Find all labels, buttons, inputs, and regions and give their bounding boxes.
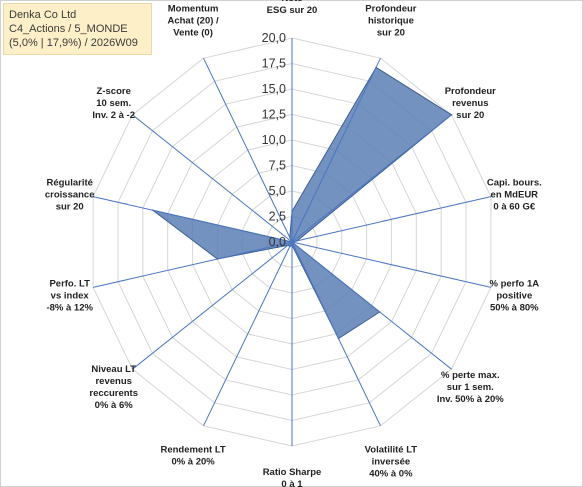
axis-spoke: [92, 241, 293, 288]
axis-spoke: [291, 114, 452, 243]
axis-label: Ratio Sharpe 0 à 1: [263, 467, 322, 487]
axis-label-line: Profondeur: [445, 86, 496, 97]
axis-label-line: 0 à 60 G€: [493, 201, 535, 212]
axis-label-line: 40% à 0%: [369, 468, 413, 479]
axis-label-line: Volatilité LT: [365, 444, 418, 455]
axis-label: Niveau LT revenus reccurents 0% à 6%: [89, 364, 138, 411]
axis-label-line: Perfo. LT: [49, 279, 90, 290]
axis-label: Rendement LT 0% à 20%: [160, 444, 225, 467]
axis-spoke: [291, 57, 381, 243]
tick-label: 12,5: [262, 108, 286, 122]
axis-label-line: historique: [368, 16, 414, 27]
tick-label: 2,5: [269, 210, 286, 224]
axis-spoke: [132, 114, 293, 243]
axis-label: NoteESG sur 20: [267, 0, 318, 16]
axis-label: Volatilité LT inversée 40% à 0%: [365, 444, 418, 479]
company-name: Denka Co Ltd: [9, 9, 77, 21]
axis-spoke: [132, 241, 293, 370]
axis-label-line: Rendement LT: [160, 444, 225, 455]
axis-label-line: Profondeur: [365, 4, 416, 15]
axis-label: % perfo 1A positive 50% à 80%: [489, 279, 539, 314]
axis-label-line: Inv. 50% à 20%: [437, 394, 504, 405]
axis-label-line: % perte max.: [441, 370, 500, 381]
tick-label: 7,5: [269, 159, 286, 173]
axis-spoke: [92, 196, 293, 243]
axis-label-line: 10 sem.: [96, 98, 131, 109]
axis-label-line: sur 20: [56, 201, 84, 212]
axis-label-line: sur 20: [377, 28, 405, 39]
axis-spoke: [291, 241, 381, 427]
axis-label-line: 50% à 80%: [490, 303, 539, 314]
axis-label-line: inversée: [372, 456, 411, 467]
axis-label-line: sur 20: [456, 110, 484, 121]
axis-label-line: Ratio Sharpe: [263, 467, 322, 478]
axis-label-line: 0% à 20%: [171, 456, 215, 467]
axis-spoke: [203, 57, 293, 243]
period-label: (5,0% | 17,9%) / 2026W09: [9, 37, 138, 49]
axis-label-line: sur 1 sem.: [447, 382, 494, 393]
info-box: Denka Co Ltd C4_Actions / 5_MONDE (5,0% …: [3, 3, 152, 55]
axis-label-line: 0% à 6%: [95, 400, 134, 411]
axis-label-line: Régularité: [46, 177, 92, 188]
axis-label-line: Achat (20) /: [167, 16, 219, 27]
tick-label: 0,0: [269, 235, 286, 249]
data-series-area: [152, 66, 453, 340]
axis-label-line: revenus: [452, 98, 488, 109]
axis-label-line: revenus: [95, 376, 131, 387]
axis-label-line: Niveau LT: [91, 364, 136, 375]
axis-label-line: Inv. 2 à -2: [92, 110, 135, 121]
axis-label: Perfo. LT vs index -8% à 12%: [46, 279, 93, 314]
axis-spoke: [291, 241, 492, 288]
tick-label: 10,0: [262, 133, 286, 147]
axis-spoke: [291, 196, 492, 243]
axis-label-line: vs index: [51, 291, 90, 302]
axis-label-line: -8% à 12%: [46, 303, 93, 314]
axis-spoke: [203, 241, 293, 427]
axis-label: Capi. bours. en MdEUR 0 à 60 G€: [487, 177, 542, 212]
axis-label: Profondeur revenus sur 20: [445, 86, 496, 121]
axis-label-line: croissance: [45, 189, 95, 200]
axis-label-line: reccurents: [89, 388, 138, 399]
axis-label: % perte max. sur 1 sem. Inv. 50% à 20%: [437, 370, 504, 405]
axis-label-line: Z-score: [97, 86, 131, 97]
axis-label-line: Capi. bours.: [487, 177, 542, 188]
axis-spoke: [291, 241, 452, 370]
axis-label-line: Vente (0): [173, 28, 213, 39]
axis-label-line: ESG sur 20: [267, 5, 318, 16]
axis-label-line: 0 à 1: [281, 479, 303, 487]
tick-label: 5,0: [269, 184, 286, 198]
tick-label: 20,0: [262, 31, 286, 45]
axis-label: Momentum Achat (20) / Vente (0): [167, 4, 219, 39]
tick-label: 15,0: [262, 82, 286, 96]
axis-label-line: en MdEUR: [491, 189, 539, 200]
axis-label-line: Note: [281, 0, 302, 4]
axis-label: Profondeur historique sur 20: [365, 4, 416, 39]
axis-label-line: positive: [496, 291, 532, 302]
category-label: C4_Actions / 5_MONDE: [9, 23, 128, 35]
axis-label-line: Momentum: [168, 4, 219, 15]
tick-label: 17,5: [262, 57, 286, 71]
axis-label: Z-score 10 sem. Inv. 2 à -2: [92, 86, 135, 121]
axis-label-line: % perfo 1A: [489, 279, 539, 290]
axis-label: Régularité croissance sur 20: [45, 177, 95, 212]
